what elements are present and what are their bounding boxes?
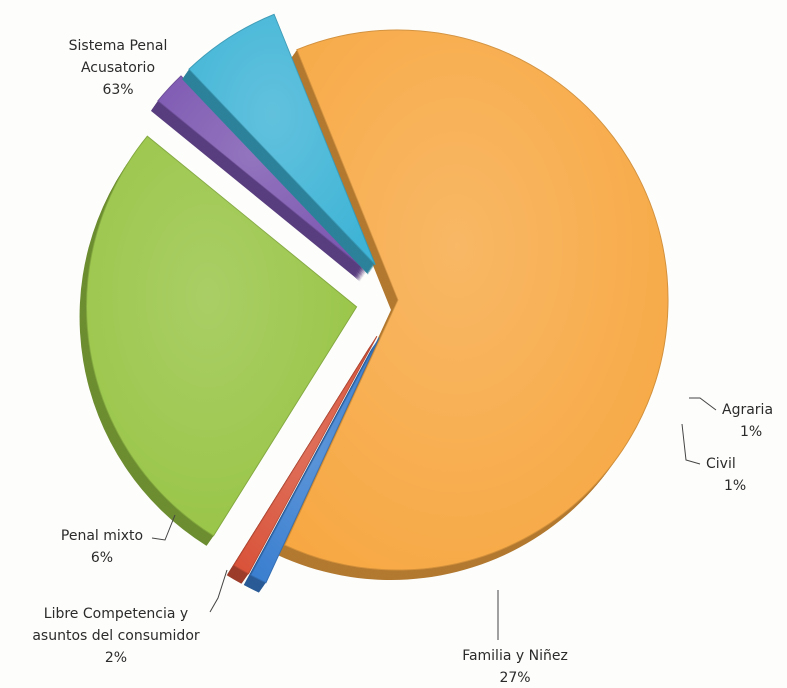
- slice-name-2: Civil: [706, 456, 736, 472]
- slice-percent-3: 27%: [499, 670, 530, 686]
- pie-slice-4: [150, 75, 368, 282]
- slice-name-3: Familia y Niñez: [462, 648, 568, 664]
- pie-slice-highlight-5: [189, 14, 376, 265]
- slice-name-1: Agraria: [722, 402, 773, 418]
- pie-slice-highlight-0: [284, 29, 669, 570]
- slice-label-5: Penal mixto 6%: [61, 528, 143, 566]
- pie-slice-3: [79, 135, 358, 546]
- slice-percent-1: 1%: [740, 424, 762, 440]
- slice-name-4: asuntos del consumidor: [32, 628, 200, 644]
- pie-slice-1: [243, 337, 380, 593]
- slice-name-0: Sistema Penal: [69, 38, 168, 54]
- leader-line-4: [209, 569, 228, 613]
- slice-label-4: Libre Competencia y asuntos del consumido…: [32, 606, 200, 666]
- slice-percent-0: 63%: [102, 82, 133, 98]
- slice-label-1: Agraria 1%: [722, 402, 773, 440]
- leader-line-5: [151, 514, 176, 541]
- pie-labels: Sistema Penal Acusatorio 63%Agraria 1%Civil…: [32, 38, 773, 686]
- leader-line-1: [689, 397, 717, 411]
- slice-percent-2: 1%: [724, 478, 746, 494]
- pie-slice-highlight-3: [86, 136, 357, 536]
- slice-name-5: Penal mixto: [61, 528, 143, 544]
- pie-slice-2: [226, 336, 378, 584]
- slice-label-0: Sistema Penal Acusatorio 63%: [69, 38, 168, 98]
- pie-slice-highlight-4: [157, 75, 368, 272]
- pie-slices: [79, 13, 669, 593]
- slice-percent-4: 2%: [105, 650, 127, 666]
- pie-slice-highlight-1: [250, 337, 380, 583]
- pie-slice-5: [182, 13, 376, 275]
- slice-name-0: Acusatorio: [81, 60, 155, 76]
- slice-label-2: Civil 1%: [706, 456, 746, 494]
- slice-label-3: Familia y Niñez 27%: [462, 648, 568, 686]
- slice-name-4: Libre Competencia y: [44, 606, 188, 622]
- pie-slice-highlight-2: [233, 336, 377, 574]
- pie-slice-0: [277, 29, 669, 581]
- slice-percent-5: 6%: [91, 550, 113, 566]
- leader-line-2: [681, 423, 701, 465]
